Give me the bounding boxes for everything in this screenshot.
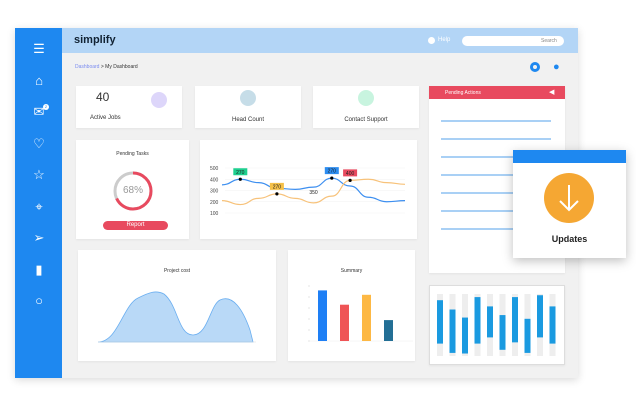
briefcase-icon — [151, 92, 167, 108]
range-chart — [437, 294, 556, 356]
y-tick-label: 200 — [210, 200, 219, 206]
range-bar — [499, 315, 506, 350]
line-chart: 500 400 300 200 100 270 270 350 270 400 — [210, 166, 406, 217]
data-label-bg — [233, 168, 248, 176]
bar — [318, 290, 327, 341]
data-point — [238, 177, 242, 181]
search-input[interactable] — [462, 36, 564, 46]
breadcrumb-sep: > — [100, 64, 104, 70]
placeholder-line — [441, 120, 551, 122]
logo: simplify — [74, 34, 116, 46]
circle-icon[interactable]: ○ — [35, 293, 43, 308]
user-icon[interactable]: ● — [553, 61, 560, 73]
breadcrumb-current: My Dashboard — [105, 64, 138, 70]
summary-title: Summary — [340, 268, 363, 274]
placeholder-line — [441, 174, 551, 176]
range-bar — [487, 306, 493, 338]
range-bar — [537, 295, 543, 338]
range-chart-card — [429, 285, 565, 365]
data-label: 270 — [236, 170, 245, 176]
placeholder-line — [441, 156, 551, 158]
people-icon — [240, 90, 256, 106]
data-label: 270 — [273, 184, 282, 190]
placeholder-line — [441, 210, 551, 212]
pending-tasks-card: Pending Tasks 68% Report — [76, 140, 189, 239]
star-icon[interactable]: ☆ — [33, 167, 45, 182]
megaphone-icon[interactable]: ◀ — [549, 89, 555, 96]
data-label-bg — [324, 167, 339, 175]
contact-support-card[interactable]: Contact Support — [313, 86, 419, 128]
bar — [362, 294, 371, 341]
project-cost-title: Project cost — [163, 268, 191, 274]
help-menu[interactable]: Help — [438, 37, 451, 43]
line-series — [221, 178, 406, 206]
area-series — [97, 291, 254, 343]
summary-card: Summary — [288, 250, 415, 361]
pending-actions-title: Pending Actions — [445, 90, 481, 96]
support-icon — [358, 90, 374, 106]
y-tick-label: 300 — [210, 189, 219, 195]
placeholder-line — [441, 192, 551, 194]
range-bar — [512, 297, 518, 343]
line-series — [221, 177, 406, 203]
range-bar — [524, 318, 531, 353]
area-chart — [97, 291, 256, 343]
active-jobs-label: Active Jobs — [90, 115, 121, 121]
progress-ring — [113, 171, 153, 211]
report-button[interactable]: Report — [103, 221, 168, 230]
settings-icon[interactable] — [530, 62, 540, 72]
bar-chart-icon[interactable]: ▮ — [35, 261, 43, 277]
bar — [340, 304, 349, 341]
help-icon[interactable] — [428, 37, 435, 44]
line-chart-card: 500 400 300 200 100 270 270 350 270 400 — [200, 140, 417, 239]
active-jobs-card[interactable]: 40 Active Jobs — [76, 86, 182, 128]
bar — [384, 320, 393, 341]
pending-tasks-title: Pending Tasks — [116, 151, 149, 157]
contact-support-label: Contact Support — [344, 117, 388, 123]
y-tick-label: 400 — [210, 177, 219, 183]
range-bar — [549, 306, 556, 344]
project-cost-card: Project cost — [78, 250, 276, 361]
placeholder-line — [441, 228, 551, 230]
home-icon[interactable]: ⌂ — [35, 72, 43, 88]
sidebar — [15, 28, 62, 378]
bar-chart — [308, 285, 413, 342]
heart-icon[interactable]: ♡ — [33, 135, 45, 151]
mail-badge: 2 — [43, 104, 49, 110]
data-point — [330, 176, 334, 180]
breadcrumb-root[interactable]: Dashboard — [75, 64, 100, 70]
data-label-bg — [343, 169, 358, 177]
data-label: 400 — [346, 171, 355, 177]
head-count-label: Head Count — [231, 117, 265, 123]
placeholder-line — [441, 138, 551, 140]
send-icon[interactable]: ➢ — [33, 230, 45, 245]
data-label-bg — [269, 182, 284, 190]
location-icon[interactable]: ⌖ — [35, 198, 43, 214]
range-bar — [449, 309, 456, 353]
data-point — [275, 192, 279, 196]
y-tick-label: 100 — [210, 211, 219, 217]
y-tick-label: 500 — [210, 166, 219, 172]
search-button[interactable]: Search — [541, 38, 557, 44]
mail-icon[interactable]: ✉ — [33, 104, 45, 119]
download-icon — [544, 173, 594, 223]
data-label: 270 — [328, 169, 337, 175]
range-bar — [462, 317, 468, 354]
active-jobs-value: 40 — [96, 90, 110, 104]
data-label: 350 — [309, 190, 318, 196]
updates-title: Updates — [551, 234, 588, 244]
head-count-card[interactable]: Head Count — [195, 86, 301, 128]
breadcrumb: Dashboard > My Dashboard — [75, 64, 138, 70]
header: simplify Help Search — [62, 28, 578, 53]
range-bar — [474, 297, 481, 344]
menu-icon[interactable]: ☰ — [33, 41, 45, 56]
progress-percent: 68% — [122, 185, 143, 196]
range-bar — [437, 300, 443, 344]
updates-card[interactable]: Updates — [513, 150, 626, 258]
data-point — [348, 178, 352, 182]
